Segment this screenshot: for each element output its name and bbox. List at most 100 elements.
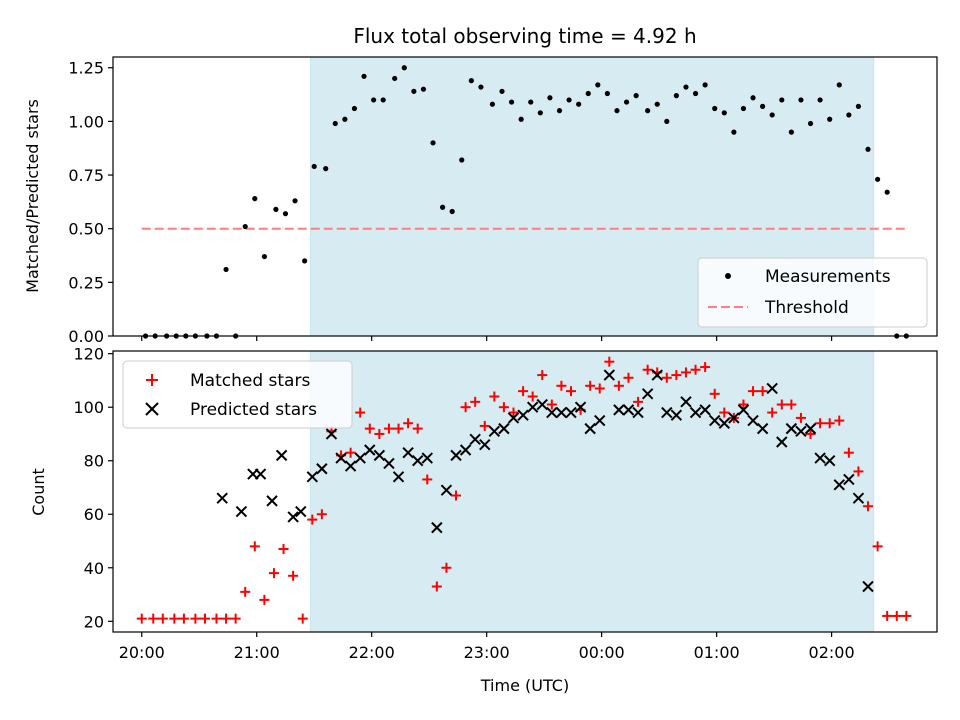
matched-star-point xyxy=(431,581,442,592)
measurement-point xyxy=(449,208,455,215)
chart-title: Flux total observing time = 4.92 h xyxy=(353,24,696,48)
measurement-point xyxy=(440,204,446,210)
matched-star-point xyxy=(834,415,845,426)
matched-star-point xyxy=(795,412,806,423)
matched-star-point xyxy=(148,613,159,624)
top-legend: Measurements Threshold xyxy=(697,257,928,328)
measurement-point xyxy=(731,129,737,135)
matched-star-point xyxy=(700,362,711,373)
matched-star-point xyxy=(786,399,797,410)
predicted-star-point xyxy=(216,492,228,504)
measurement-point xyxy=(401,65,407,71)
predicted-star-point xyxy=(536,398,548,411)
matched-star-point xyxy=(633,396,644,407)
matched-star-point xyxy=(190,613,201,624)
y-tick-label: 60 xyxy=(84,505,104,524)
predicted-star-point xyxy=(670,409,683,421)
matched-star-point xyxy=(489,391,500,402)
measurement-point xyxy=(556,108,563,114)
measurement-point xyxy=(788,129,794,135)
predicted-stars-points xyxy=(216,369,874,593)
x-tick-label: 21:00 xyxy=(234,643,280,662)
matched-star-point xyxy=(623,372,634,383)
measurement-point xyxy=(261,253,267,260)
top-panel: 0.00 0.25 0.50 0.75 1.00 1.25 Flux total obse… xyxy=(23,24,938,346)
predicted-star-point xyxy=(651,369,663,381)
predicted-star-point xyxy=(756,422,769,435)
measurement-point xyxy=(518,116,524,122)
predicted-star-point xyxy=(344,460,357,472)
measurement-point xyxy=(430,140,436,146)
top-y-ticks: 0.00 0.25 0.50 0.75 1.00 1.25 xyxy=(68,59,113,346)
matched-star-point xyxy=(422,474,433,485)
matched-star-point xyxy=(288,570,299,581)
matched-star-point xyxy=(221,613,232,624)
predicted-star-point xyxy=(823,455,836,467)
predicted-star-point xyxy=(718,417,731,429)
legend-plus-icon xyxy=(146,374,158,386)
matched-star-point xyxy=(671,370,682,381)
measurement-point xyxy=(604,90,611,97)
predicted-star-point xyxy=(411,455,424,467)
matched-star-point xyxy=(661,372,672,383)
bottom-axes-frame xyxy=(112,350,938,633)
measurement-point xyxy=(342,116,348,122)
matched-star-point xyxy=(441,562,452,573)
predicted-star-point xyxy=(450,449,462,462)
predicted-star-point xyxy=(335,452,347,464)
measurement-point xyxy=(528,99,534,105)
x-tick-label: 20:00 xyxy=(119,643,165,662)
predicted-star-point xyxy=(440,484,453,496)
matched-star-point xyxy=(297,613,308,624)
measurement-point xyxy=(683,84,689,90)
measurement-point xyxy=(623,99,630,105)
predicted-star-point xyxy=(459,444,472,456)
predicted-star-point xyxy=(316,463,328,475)
predicted-star-point xyxy=(565,406,577,419)
predicted-star-point xyxy=(488,425,501,437)
measurement-point xyxy=(499,88,505,94)
measurement-point xyxy=(478,84,484,90)
measurement-point xyxy=(311,163,317,170)
measurement-point xyxy=(807,120,814,127)
measurement-point xyxy=(566,97,572,103)
matched-star-point xyxy=(843,447,854,458)
x-tick-label: 01:00 xyxy=(694,643,740,662)
matched-star-point xyxy=(412,423,423,434)
matched-star-point xyxy=(748,386,759,397)
x-axis-label: Time (UTC) xyxy=(480,676,569,695)
measurement-point xyxy=(508,99,515,105)
matched-star-point xyxy=(565,386,576,397)
matched-star-point xyxy=(169,613,180,624)
predicted-star-point xyxy=(555,406,568,419)
predicted-star-point xyxy=(254,468,267,480)
matched-star-point xyxy=(594,383,605,394)
measurement-point xyxy=(411,88,417,94)
y-tick-label: 0.50 xyxy=(68,220,104,239)
matched-star-point xyxy=(403,418,414,429)
matched-star-point xyxy=(345,447,356,458)
predicted-star-point xyxy=(421,452,433,464)
measurement-point xyxy=(282,211,289,217)
matched-star-point xyxy=(157,613,168,624)
matched-star-point xyxy=(393,423,404,434)
predicted-star-point xyxy=(402,446,414,459)
y-tick-label: 0.25 xyxy=(68,273,104,292)
predicted-star-point xyxy=(833,479,845,491)
bottom-y-ticks: 20 40 60 80 100 120 xyxy=(73,345,113,631)
predicted-star-point xyxy=(785,422,798,435)
measurement-point xyxy=(302,258,308,264)
y-tick-label: 120 xyxy=(73,345,104,364)
matched-star-point xyxy=(805,428,816,439)
matched-star-point xyxy=(268,568,279,579)
matched-star-point xyxy=(451,490,462,501)
measurement-point xyxy=(273,206,279,212)
matched-star-point xyxy=(690,364,701,375)
measurement-point xyxy=(351,105,358,112)
matched-star-point xyxy=(776,399,787,410)
measurement-point xyxy=(489,101,496,107)
matched-star-point xyxy=(259,594,270,605)
predicted-star-point xyxy=(728,412,740,424)
y-tick-label: 40 xyxy=(84,559,104,578)
predicted-star-point xyxy=(852,492,865,504)
